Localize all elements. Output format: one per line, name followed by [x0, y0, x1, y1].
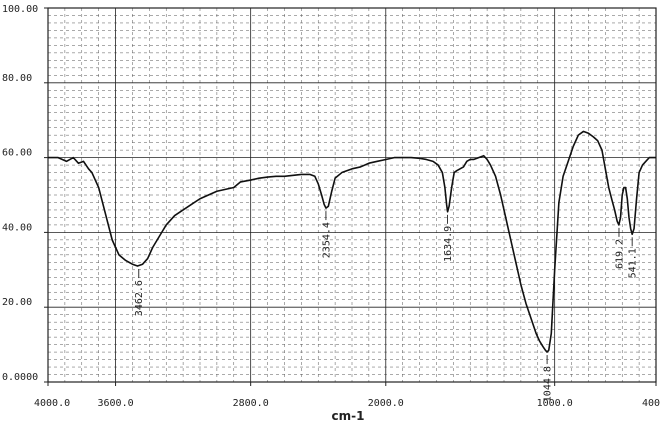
y-tick-label: 80.00: [2, 73, 32, 84]
x-tick-label: 400: [642, 398, 660, 409]
peak-labels: 3462.6 2354.4 1634.9 1044.8 619.2 541.1: [134, 211, 639, 402]
plot-frame: [47, 7, 657, 383]
y-tick-label: 60.00: [2, 148, 32, 159]
x-axis-ticks: 4000.0 3600.0 2800.0 2000.0 1000.0 400: [34, 382, 660, 409]
x-tick-label: 2800.0: [233, 398, 269, 409]
peak-label: 619.2: [614, 239, 625, 269]
y-tick-label: 40.00: [2, 222, 32, 233]
peak-label: 2354.4: [321, 222, 332, 258]
y-axis-ticks: 100.00 80.00 60.00 40.00 20.00 0.0000: [2, 4, 48, 383]
y-tick-label: 100.00: [2, 4, 38, 15]
peak-label: 3462.6: [134, 280, 145, 316]
y-tick-label: 0.0000: [2, 372, 38, 383]
x-tick-label: 3600.0: [97, 398, 133, 409]
x-tick-label: 2000.0: [368, 398, 404, 409]
grid-major: [48, 8, 656, 382]
x-tick-label: 1000.0: [537, 398, 573, 409]
x-tick-label: 4000.0: [34, 398, 70, 409]
peak-label: 1634.9: [443, 226, 454, 262]
peak-label: 541.1: [628, 248, 639, 278]
y-tick-label: 20.00: [2, 297, 32, 308]
peak-label: 1044.8: [543, 366, 554, 402]
x-axis-label: cm-1: [332, 409, 365, 423]
spectrum-line: [48, 130, 656, 353]
